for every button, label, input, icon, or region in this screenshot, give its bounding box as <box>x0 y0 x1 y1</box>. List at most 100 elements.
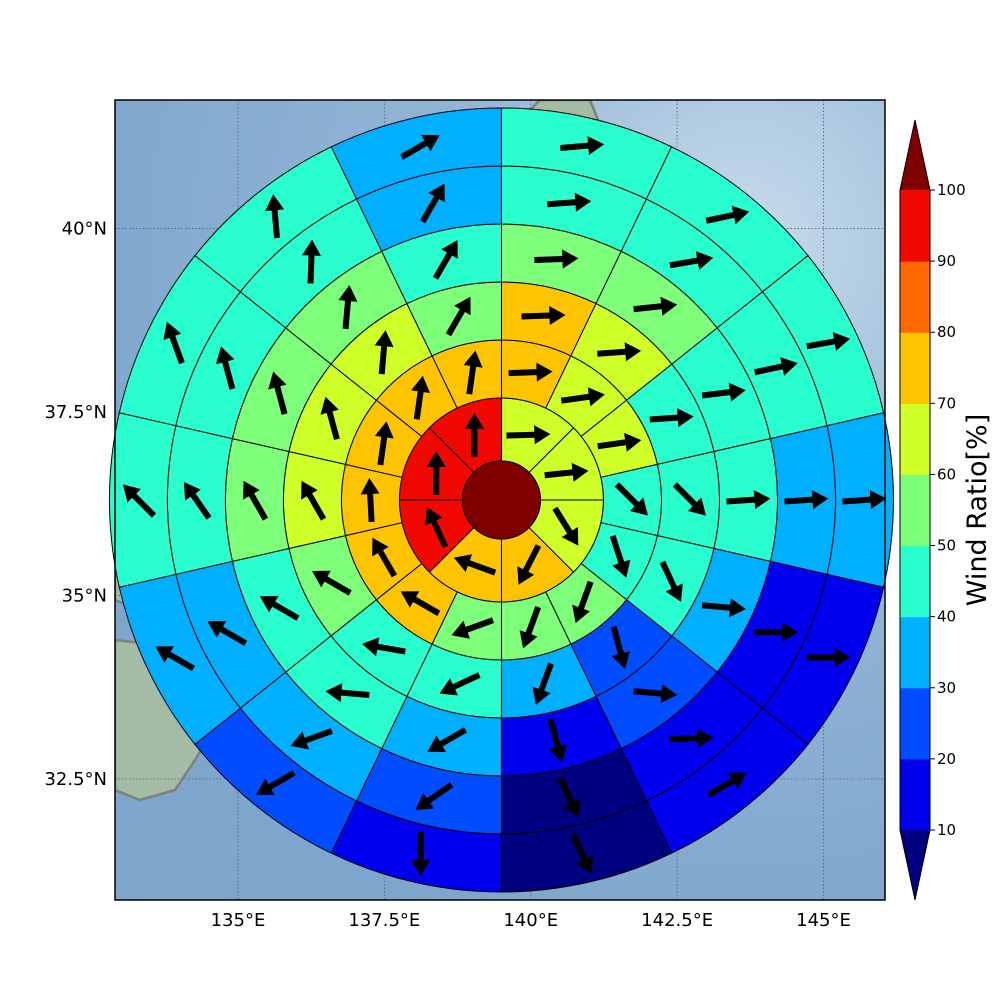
wind-arrow <box>552 506 579 546</box>
wind-arrow <box>784 490 829 510</box>
wind-arrow <box>362 637 406 657</box>
x-tick-label: 145°E <box>796 910 851 931</box>
wind-arrow <box>547 192 592 212</box>
wind-arrow <box>183 482 212 520</box>
wind-arrow <box>400 591 441 616</box>
wind-arrow <box>420 183 445 224</box>
wind-arrow <box>597 432 642 452</box>
wind-arrow <box>256 770 296 795</box>
wind-arrow <box>400 134 440 160</box>
wind-arrow <box>609 535 631 578</box>
wind-arrow <box>155 646 195 672</box>
wind-arrow <box>325 683 370 703</box>
colorbar-tick-label: 90 <box>937 252 956 270</box>
wind-arrow <box>659 560 683 602</box>
colorbar-tick-label: 20 <box>937 750 956 768</box>
wind-arrow <box>754 357 798 376</box>
colorbar-tick-label: 100 <box>937 181 966 199</box>
wind-arrow <box>614 482 648 516</box>
wind-arrow <box>544 462 589 482</box>
colorbar-tick-label: 40 <box>937 608 956 626</box>
axes-frame <box>114 99 886 901</box>
colorbar-tick-label: 50 <box>937 537 956 555</box>
y-axis-ticks: 32.5°N 35°N 37.5°N 40°N <box>44 218 107 789</box>
wind-arrow <box>701 382 746 402</box>
colorbar-segment <box>900 261 930 333</box>
wind-arrow <box>465 412 484 457</box>
wind-arrow <box>610 625 630 669</box>
wind-arrow <box>439 672 481 696</box>
center-cell <box>461 460 541 540</box>
wind-arrow <box>374 330 394 375</box>
wind-arrow <box>806 332 851 351</box>
colorbar-segment <box>900 403 930 475</box>
wind-arrow <box>701 598 746 618</box>
colorbar-segment <box>900 616 930 689</box>
colorbar-tick-label: 10 <box>937 821 956 839</box>
x-tick-label: 140°E <box>503 910 558 931</box>
wind-arrow <box>320 396 340 440</box>
wind-arrow <box>508 362 553 382</box>
colorbar-over-extension <box>900 120 930 190</box>
colorbar-tick-label: 30 <box>937 679 956 697</box>
wind-arrow <box>312 570 352 596</box>
wind-arrow <box>374 421 394 466</box>
wind-arrow <box>669 728 714 748</box>
wind-arrow <box>806 648 851 667</box>
colorbar-segment <box>900 332 930 404</box>
wind-arrow <box>517 544 542 585</box>
wind-arrow <box>432 240 458 280</box>
wind-arrow <box>463 350 483 395</box>
wind-arrow <box>560 387 605 407</box>
colorbar-tick-label: 60 <box>937 465 956 483</box>
colorbar-ticks: 10 20 30 40 50 60 70 80 90 100 <box>930 181 966 839</box>
wind-arrow <box>570 832 594 874</box>
wind-arrow <box>243 480 269 521</box>
wind-arrow <box>122 484 157 518</box>
colorbar-segment <box>900 474 930 547</box>
wind-arrow <box>268 371 288 415</box>
wind-arrow <box>372 537 397 578</box>
y-tick-label: 37.5°N <box>44 402 107 423</box>
x-tick-label: 135°E <box>211 910 266 931</box>
wind-arrow <box>451 617 494 639</box>
colorbar-tick-label: 70 <box>937 394 956 412</box>
wind-arrow <box>669 251 714 270</box>
y-tick-label: 40°N <box>62 218 107 239</box>
wind-arrow <box>290 728 333 750</box>
wind-arrow <box>633 296 678 316</box>
colorbar-under-extension <box>900 830 930 900</box>
wind-arrow <box>411 831 431 876</box>
colorbar-segment <box>900 687 930 760</box>
colorbar-label: Wind Ratio[%] <box>962 414 993 606</box>
wind-arrow <box>672 482 706 516</box>
y-tick-label: 35°N <box>62 585 107 606</box>
sector-cell-nnw <box>330 107 502 200</box>
x-axis-ticks: 135°E 137.5°E 140°E 142.5°E 145°E <box>211 910 851 931</box>
wind-arrow <box>572 580 594 624</box>
wind-arrow <box>301 480 327 521</box>
wind-arrow <box>265 194 285 239</box>
wind-arrow <box>453 554 497 576</box>
y-tick-label: 32.5°N <box>44 769 107 790</box>
wind-arrow <box>557 776 581 818</box>
wind-arrow <box>425 507 449 549</box>
wind-arrow <box>560 136 605 155</box>
colorbar-segment <box>900 190 930 262</box>
wind-arrow <box>445 296 471 337</box>
wind-arrow <box>338 285 358 330</box>
wind-arrow <box>842 490 887 510</box>
wind-arrow <box>534 249 579 269</box>
wind-arrow <box>705 205 750 225</box>
wind-arrow <box>633 684 678 704</box>
wind-arrow <box>360 478 380 523</box>
wind-arrow <box>754 622 799 642</box>
wind-arrow <box>521 306 566 325</box>
wind-arrow <box>707 772 747 798</box>
colorbar <box>899 119 931 901</box>
wind-arrow <box>163 321 185 365</box>
colorbar-tick-label: 80 <box>937 323 956 341</box>
wind-arrow <box>597 342 642 362</box>
wind-arrow <box>215 346 236 390</box>
